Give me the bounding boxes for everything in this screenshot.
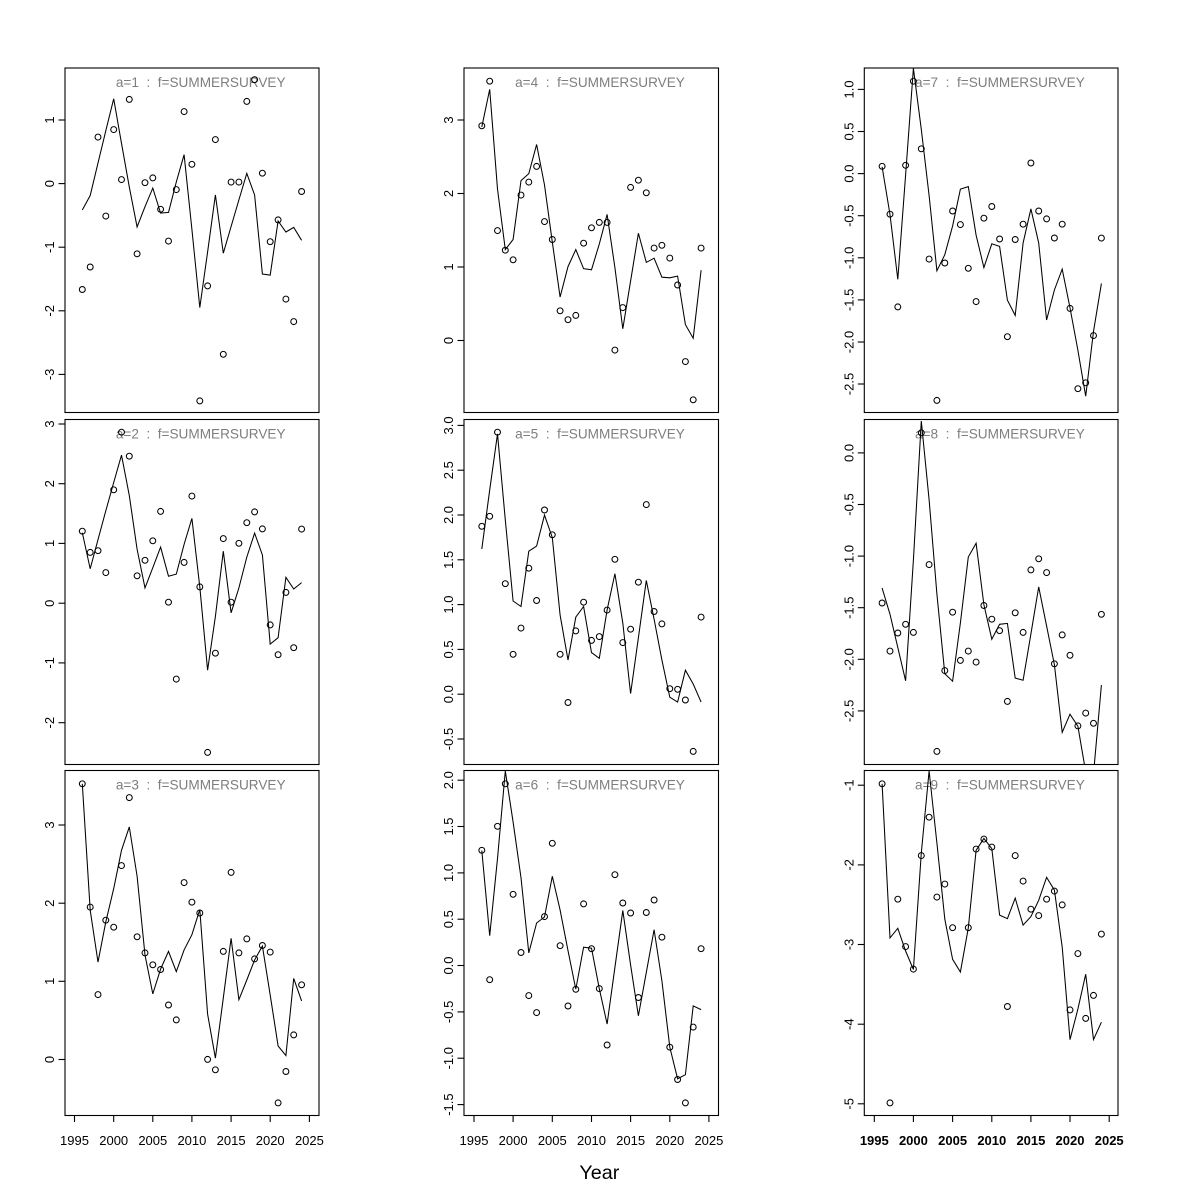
svg-text:2.0: 2.0 — [441, 771, 456, 789]
svg-text:-1.5: -1.5 — [441, 1093, 456, 1115]
svg-text:2.0: 2.0 — [441, 506, 456, 524]
svg-text:0: 0 — [42, 600, 57, 607]
svg-text:0.5: 0.5 — [441, 640, 456, 658]
svg-text:2010: 2010 — [577, 1133, 606, 1148]
svg-text:-2: -2 — [841, 859, 856, 871]
svg-text:2025: 2025 — [295, 1133, 324, 1148]
svg-text:-1: -1 — [841, 779, 856, 791]
svg-text:a=2 : f=SUMMERSURVEY: a=2 : f=SUMMERSURVEY — [116, 426, 286, 441]
svg-text:2010: 2010 — [177, 1133, 206, 1148]
svg-text:1.5: 1.5 — [441, 551, 456, 569]
svg-text:-2: -2 — [42, 717, 57, 729]
svg-text:1.5: 1.5 — [441, 817, 456, 835]
svg-text:2000: 2000 — [99, 1133, 128, 1148]
svg-text:-2.0: -2.0 — [841, 648, 856, 670]
svg-text:1.0: 1.0 — [841, 80, 856, 98]
svg-text:a=6 : f=SUMMERSURVEY: a=6 : f=SUMMERSURVEY — [515, 777, 685, 792]
svg-text:1995: 1995 — [60, 1133, 89, 1148]
svg-text:1.0: 1.0 — [441, 864, 456, 882]
svg-text:1: 1 — [42, 116, 57, 123]
svg-text:-2.0: -2.0 — [841, 331, 856, 353]
svg-text:-1: -1 — [42, 657, 57, 669]
svg-text:0.0: 0.0 — [441, 956, 456, 974]
svg-text:1.0: 1.0 — [441, 596, 456, 614]
svg-text:a=5 : f=SUMMERSURVEY: a=5 : f=SUMMERSURVEY — [515, 426, 685, 441]
svg-text:a=3 : f=SUMMERSURVEY: a=3 : f=SUMMERSURVEY — [116, 777, 286, 792]
svg-text:-1: -1 — [42, 241, 57, 253]
svg-text:2000: 2000 — [899, 1133, 928, 1148]
svg-text:-2.5: -2.5 — [841, 373, 856, 395]
svg-text:-4: -4 — [841, 1018, 856, 1030]
svg-text:a=4 : f=SUMMERSURVEY: a=4 : f=SUMMERSURVEY — [515, 75, 685, 90]
svg-text:2020: 2020 — [655, 1133, 684, 1148]
svg-text:-2.5: -2.5 — [841, 700, 856, 722]
svg-text:2.5: 2.5 — [441, 461, 456, 479]
svg-text:2015: 2015 — [1016, 1133, 1045, 1148]
svg-text:2010: 2010 — [977, 1133, 1006, 1148]
svg-text:0.0: 0.0 — [441, 685, 456, 703]
svg-text:-2: -2 — [42, 305, 57, 317]
svg-text:2005: 2005 — [538, 1133, 567, 1148]
svg-text:-3: -3 — [841, 939, 856, 951]
svg-text:a=7 : f=SUMMERSURVEY: a=7 : f=SUMMERSURVEY — [915, 75, 1085, 90]
svg-text:2: 2 — [42, 900, 57, 907]
svg-text:2025: 2025 — [694, 1133, 723, 1148]
svg-text:-1.0: -1.0 — [841, 545, 856, 567]
svg-text:1: 1 — [42, 540, 57, 547]
svg-text:2: 2 — [42, 480, 57, 487]
svg-text:1: 1 — [42, 978, 57, 985]
svg-text:1: 1 — [441, 263, 456, 270]
svg-text:-5: -5 — [841, 1098, 856, 1110]
svg-text:2000: 2000 — [499, 1133, 528, 1148]
svg-text:2025: 2025 — [1095, 1133, 1124, 1148]
svg-text:0.5: 0.5 — [441, 910, 456, 928]
svg-text:3: 3 — [42, 821, 57, 828]
svg-text:3.0: 3.0 — [441, 416, 456, 434]
svg-text:2020: 2020 — [1056, 1133, 1085, 1148]
svg-text:-0.5: -0.5 — [441, 728, 456, 750]
svg-text:2020: 2020 — [256, 1133, 285, 1148]
svg-text:2005: 2005 — [138, 1133, 167, 1148]
svg-text:-1.0: -1.0 — [441, 1047, 456, 1069]
svg-text:0: 0 — [42, 1056, 57, 1063]
svg-text:-1.5: -1.5 — [841, 596, 856, 618]
svg-text:-0.5: -0.5 — [841, 204, 856, 226]
svg-text:-1.0: -1.0 — [841, 247, 856, 269]
svg-text:-0.5: -0.5 — [441, 1001, 456, 1023]
svg-text:a=1 : f=SUMMERSURVEY: a=1 : f=SUMMERSURVEY — [116, 75, 286, 90]
svg-text:-0.5: -0.5 — [841, 493, 856, 515]
svg-text:-1.5: -1.5 — [841, 289, 856, 311]
svg-text:0: 0 — [42, 180, 57, 187]
svg-text:3: 3 — [441, 116, 456, 123]
svg-text:0.0: 0.0 — [841, 444, 856, 462]
svg-text:2015: 2015 — [616, 1133, 645, 1148]
svg-text:1995: 1995 — [860, 1133, 889, 1148]
svg-text:0: 0 — [441, 337, 456, 344]
svg-text:0.5: 0.5 — [841, 122, 856, 140]
svg-text:-3: -3 — [42, 369, 57, 381]
svg-text:0.0: 0.0 — [841, 165, 856, 183]
svg-text:2015: 2015 — [217, 1133, 246, 1148]
svg-text:2: 2 — [441, 190, 456, 197]
svg-text:2005: 2005 — [938, 1133, 967, 1148]
svg-text:Year: Year — [579, 1162, 619, 1184]
svg-text:a=8 : f=SUMMERSURVEY: a=8 : f=SUMMERSURVEY — [915, 426, 1085, 441]
svg-text:3: 3 — [42, 420, 57, 427]
svg-text:1995: 1995 — [460, 1133, 489, 1148]
svg-text:a=9 : f=SUMMERSURVEY: a=9 : f=SUMMERSURVEY — [915, 777, 1085, 792]
